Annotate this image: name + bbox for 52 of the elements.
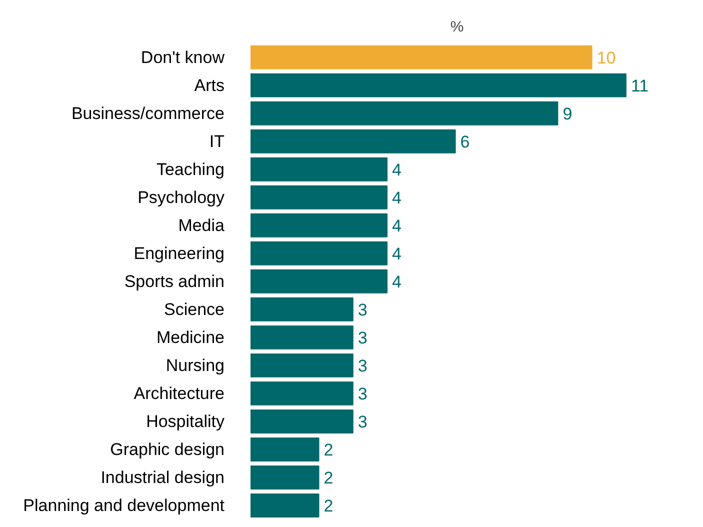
y-tick-label: Psychology [138, 188, 225, 207]
y-tick-label: Medicine [156, 328, 225, 347]
data-label: 10 [596, 48, 616, 68]
data-label: 4 [392, 244, 402, 264]
bar [250, 353, 354, 378]
y-tick-label: Nursing [166, 356, 225, 375]
y-tick-label: Business/commerce [71, 104, 225, 123]
data-label: 4 [392, 160, 402, 180]
data-label: 2 [324, 496, 334, 516]
bar [250, 466, 320, 490]
bar [250, 101, 558, 126]
y-tick-label: Arts [194, 76, 225, 95]
bar [250, 409, 354, 434]
data-label: 4 [392, 272, 402, 292]
y-tick-label: Don't know [140, 48, 226, 67]
bar [250, 381, 354, 406]
bar [250, 437, 320, 462]
y-tick-label: Graphic design [110, 440, 224, 459]
data-label: 2 [324, 468, 334, 488]
y-tick-label: Planning and development [23, 496, 225, 515]
data-label: 3 [358, 300, 368, 320]
data-label: 4 [392, 216, 402, 236]
data-label: 9 [562, 104, 572, 124]
y-tick-label: IT [209, 132, 224, 151]
bar [250, 241, 388, 266]
chart-title: % [450, 18, 464, 36]
data-label: 2 [324, 440, 334, 460]
data-label: 3 [358, 356, 368, 376]
y-tick-label: Engineering [134, 244, 225, 263]
bar [250, 73, 626, 98]
data-label: 3 [358, 412, 368, 432]
bar [250, 129, 456, 154]
y-tick-label: Media [178, 216, 226, 235]
y-tick-label: Architecture [134, 384, 224, 403]
bar [250, 325, 354, 350]
bar [250, 297, 354, 322]
data-label: 3 [358, 384, 368, 404]
data-label: 4 [392, 188, 402, 208]
data-label: 3 [358, 328, 368, 348]
bar [250, 494, 320, 518]
y-tick-label: Hospitality [146, 412, 225, 431]
data-label: 6 [460, 132, 470, 152]
y-tick-label: Sports admin [124, 272, 225, 291]
y-tick-label: Teaching [156, 160, 225, 179]
bar [250, 157, 388, 182]
data-label: 11 [630, 76, 649, 96]
bar [250, 185, 388, 210]
bar [250, 269, 388, 294]
y-tick-label: Industrial design [100, 468, 225, 487]
bar [250, 45, 592, 70]
y-tick-label: Science [164, 300, 225, 319]
bar [250, 213, 388, 238]
